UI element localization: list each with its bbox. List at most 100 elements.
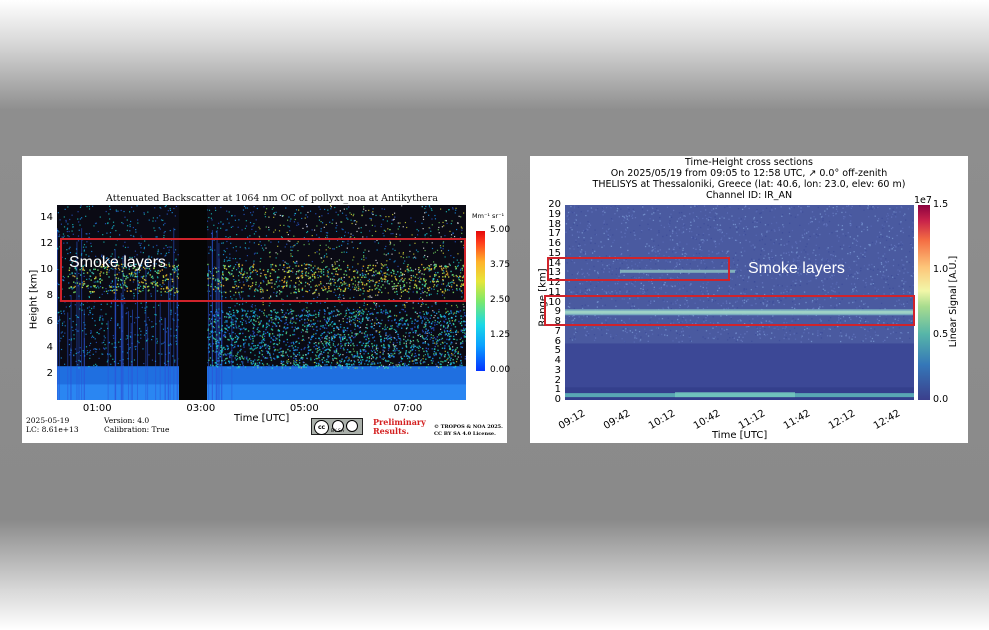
- left-aerosol-point: [349, 319, 351, 321]
- left-noise-point: [311, 234, 313, 237]
- left-noise-point: [268, 364, 270, 366]
- left-smoke-point: [444, 276, 447, 278]
- left-noise-point: [99, 260, 101, 263]
- left-noise-point: [461, 229, 463, 231]
- left-aerosol-point: [399, 364, 401, 366]
- left-noise-point: [111, 343, 113, 345]
- left-noise-point: [139, 328, 141, 330]
- left-noise-point: [232, 338, 235, 340]
- left-noise-point: [422, 216, 424, 218]
- left-noise-point: [72, 226, 74, 228]
- left-noise-point: [62, 275, 64, 278]
- left-noise-point: [393, 218, 395, 220]
- left-aerosol-point: [315, 332, 317, 335]
- left-noise-point: [357, 247, 359, 250]
- left-smoke-point: [280, 291, 283, 293]
- left-noise-point: [147, 211, 149, 213]
- left-smoke-point: [446, 272, 449, 274]
- left-aerosol-point: [235, 320, 237, 322]
- left-aerosol-point: [259, 347, 262, 349]
- left-noise-point: [351, 241, 354, 243]
- left-noise-point: [297, 249, 299, 252]
- left-smoke-point: [170, 273, 172, 276]
- left-aerosol-point: [447, 357, 449, 360]
- left-noise-point: [124, 254, 126, 256]
- left-aerosol-point: [448, 317, 450, 320]
- left-smoke-point: [276, 277, 279, 279]
- left-aerosol-point: [331, 311, 333, 314]
- left-noise-point: [449, 282, 452, 284]
- left-smoke-point: [90, 279, 92, 281]
- left-aerosol-point: [432, 357, 434, 360]
- left-noise-point: [342, 228, 344, 231]
- left-smoke-point: [162, 279, 164, 282]
- left-aerosol-point: [358, 327, 361, 329]
- left-smoke-point: [79, 274, 82, 276]
- left-smoke-point: [295, 288, 297, 290]
- left-aerosol-point: [368, 317, 370, 319]
- left-aerosol-point: [243, 344, 245, 346]
- left-aerosol-point: [289, 334, 292, 337]
- left-smoke-point: [439, 265, 441, 268]
- left-noise-point: [252, 211, 254, 213]
- left-noise-point: [363, 353, 365, 355]
- left-noise-point: [324, 237, 327, 239]
- left-noise-point: [357, 271, 359, 273]
- left-aerosol-point: [455, 315, 457, 317]
- left-noise-point: [353, 213, 355, 215]
- left-noise-point: [456, 331, 458, 333]
- left-aerosol-point: [285, 328, 287, 330]
- left-noise-point: [163, 237, 165, 239]
- left-noise-point: [60, 337, 62, 339]
- left-smoke-point: [286, 267, 288, 269]
- left-aerosol-point: [241, 357, 244, 359]
- left-smoke-point: [159, 270, 161, 272]
- left-aerosol-point: [433, 336, 436, 339]
- left-aerosol-point: [348, 336, 351, 339]
- left-noise-point: [283, 224, 285, 227]
- left-smoke-point: [122, 273, 125, 275]
- left-aerosol-point: [246, 367, 249, 369]
- left-smoke-point: [410, 269, 413, 272]
- left-smoke-point: [174, 292, 176, 294]
- left-noise-point: [112, 268, 114, 270]
- left-noise-point: [113, 337, 115, 339]
- left-aerosol-point: [245, 313, 247, 316]
- left-noise-point: [157, 257, 159, 260]
- left-smoke-point: [361, 276, 363, 279]
- left-noise-point: [261, 310, 263, 313]
- left-noise-point: [396, 341, 398, 344]
- left-noise-point: [238, 293, 240, 295]
- left-noise-point: [235, 321, 237, 323]
- left-noise-point: [393, 244, 395, 246]
- left-noise-point: [451, 220, 453, 222]
- left-noise-point: [169, 229, 171, 232]
- left-smoke-point: [334, 268, 336, 270]
- left-noise-point: [159, 215, 161, 217]
- left-noise-point: [67, 252, 69, 255]
- left-aerosol-point: [321, 332, 323, 335]
- left-aerosol-point: [310, 338, 312, 341]
- left-noise-point: [319, 275, 321, 277]
- left-smoke-point: [444, 275, 447, 277]
- left-aerosol-point: [347, 360, 349, 362]
- left-aerosol-point: [225, 328, 228, 330]
- left-aerosol-point: [253, 315, 255, 317]
- left-aerosol-point: [219, 338, 222, 340]
- left-smoke-point: [340, 282, 342, 284]
- left-aerosol-point: [430, 326, 432, 328]
- left-noise-point: [70, 264, 73, 266]
- left-aerosol-point: [326, 322, 328, 324]
- left-aerosol-point: [305, 310, 308, 312]
- left-noise-point: [102, 234, 104, 236]
- left-aerosol-point: [354, 324, 356, 326]
- left-noise-point: [277, 245, 279, 247]
- left-aerosol-point: [405, 340, 407, 342]
- left-noise-point: [356, 315, 358, 317]
- left-noise-point: [460, 259, 462, 261]
- left-noise-point: [88, 236, 90, 239]
- left-noise-point: [234, 283, 236, 285]
- left-aerosol-point: [427, 348, 430, 350]
- left-noise-point: [244, 247, 246, 249]
- left-noise-point: [285, 344, 287, 346]
